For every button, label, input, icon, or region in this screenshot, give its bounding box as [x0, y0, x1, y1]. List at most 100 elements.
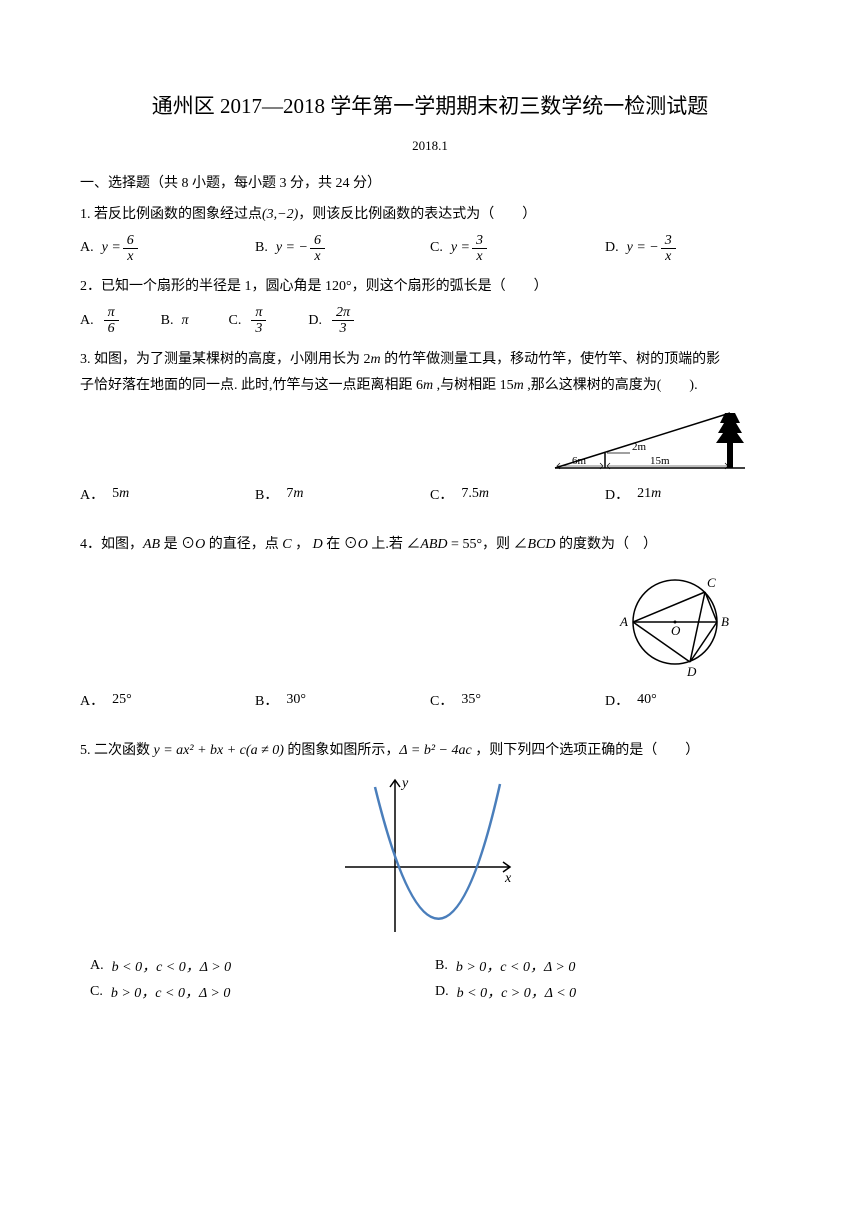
q3-l2b: ,与树相距 15	[433, 378, 514, 393]
q2-d-den: 3	[335, 321, 350, 336]
q3-fig-6m: 6m	[572, 455, 587, 467]
q4-opt-c: C． 35°	[430, 690, 605, 710]
question-1: 1. 若反比例函数的图象经过点(3,−2)，则该反比例函数的表达式为（ ）	[80, 202, 780, 229]
svg-text:O: O	[671, 623, 681, 638]
opt-b-label: B．	[255, 484, 278, 504]
opt-c-label: C.	[430, 240, 443, 256]
opt-a-label: A．	[80, 690, 104, 710]
q4-figure: A B C D O	[80, 567, 750, 682]
q3-figure: 2m 6m 15m	[80, 408, 750, 476]
q5-paren: (a ≠ 0)	[246, 743, 284, 758]
opt-c-label: C．	[430, 484, 453, 504]
q4-tb: 是 ⊙	[160, 537, 195, 552]
opt-b-label: B.	[255, 240, 268, 256]
q3-c-val: 7.5	[461, 486, 479, 502]
q5-b-val: b > 0，c < 0，Δ > 0	[456, 956, 576, 976]
q1-d-num: 3	[661, 233, 676, 249]
question-3: 3. 如图，为了测量某棵树的高度，小刚用长为 2m 的竹竿做测量工具，移动竹竿，…	[80, 347, 780, 400]
q4-tf: 上.若 ∠	[368, 537, 421, 552]
q4-abd: ABD	[420, 537, 447, 552]
q3-l1b: 的竹竿做测量工具，移动竹竿，使竹竿、树的顶端的影	[381, 352, 721, 367]
q4-bcd: BCD	[528, 537, 556, 552]
opt-a-label: A.	[90, 958, 104, 974]
q4-b-val: 30°	[286, 692, 306, 708]
q1-opt-d: D. y = − 3x	[605, 233, 780, 265]
q3-m1: m	[371, 352, 381, 367]
q4-options: A． 25° B． 30° C． 35° D． 40°	[80, 690, 780, 710]
q4-o: O	[195, 537, 205, 552]
q5-d-val: b < 0，c > 0，Δ < 0	[457, 982, 577, 1002]
opt-a-label: A.	[80, 240, 94, 256]
q1-d-den: x	[661, 249, 675, 264]
q5-opt-a: A.b < 0，c < 0，Δ > 0	[90, 956, 435, 976]
q1-b-num: 6	[310, 233, 325, 249]
q3-l2c: ,那么这棵树的高度为( ).	[524, 378, 698, 393]
q3-a-val: 5	[112, 486, 119, 502]
q1-a-den: x	[123, 249, 137, 264]
q4-tg: = 55°，则 ∠	[448, 537, 528, 552]
q5-opt-c: C. b > 0，c < 0，Δ > 0	[90, 982, 435, 1002]
svg-text:A: A	[619, 614, 628, 629]
q1-a-pre: y =	[102, 240, 121, 256]
q4-ta: 4．如图，	[80, 537, 143, 552]
q3-b-m: m	[293, 486, 303, 502]
q1-point: (3,−2)	[262, 207, 298, 222]
q1-options: A. y = 6x B. y = − 6x C. y = 3x D. y = −…	[80, 233, 780, 265]
q5-delta: Δ = b² − 4ac	[399, 743, 471, 758]
opt-a-label: A．	[80, 484, 104, 504]
q4-c: C	[282, 537, 291, 552]
q3-options: A．5m B．7m C．7.5m D．21m	[80, 484, 780, 504]
opt-c-label: C.	[90, 984, 103, 1000]
opt-d-label: D.	[605, 240, 619, 256]
q1-text-pre: 1. 若反比例函数的图象经过点	[80, 207, 262, 222]
q1-d-pre: y = −	[627, 240, 659, 256]
q4-opt-a: A． 25°	[80, 690, 255, 710]
q5-c-val: b > 0，c < 0，Δ > 0	[111, 982, 231, 1002]
q3-m2: m	[423, 378, 433, 393]
q3-b-val: 7	[286, 486, 293, 502]
q2-b-val: π	[181, 313, 188, 329]
svg-text:C: C	[707, 575, 716, 590]
q4-ab: AB	[143, 537, 160, 552]
q2-c-den: 3	[251, 321, 266, 336]
opt-b-label: B．	[255, 690, 278, 710]
q3-a-m: m	[119, 486, 129, 502]
opt-b-label: B.	[161, 313, 174, 329]
q3-opt-d: D．21m	[605, 484, 780, 504]
q1-b-pre: y = −	[276, 240, 308, 256]
q3-d-m: m	[651, 486, 661, 502]
q4-c-val: 35°	[461, 692, 481, 708]
opt-a-label: A.	[80, 313, 94, 329]
svg-text:D: D	[686, 664, 697, 679]
q3-opt-b: B． 7m	[255, 484, 430, 504]
q3-d-val: 21	[637, 486, 651, 502]
q2-opt-d: D. 2π3	[308, 305, 356, 337]
opt-d-label: D．	[605, 690, 629, 710]
svg-text:x: x	[504, 871, 512, 886]
opt-b-label: B.	[435, 958, 448, 974]
page-date: 2018.1	[80, 138, 780, 154]
q4-d: D	[313, 537, 323, 552]
q4-opt-b: B． 30°	[255, 690, 430, 710]
q5-tc: ，则下列四个选项正确的是（ ）	[472, 743, 700, 758]
opt-d-label: D.	[308, 313, 322, 329]
q2-c-num: π	[251, 305, 266, 321]
q1-c-pre: y =	[451, 240, 470, 256]
q2-a-num: π	[104, 305, 119, 321]
section-heading: 一、选择题（共 8 小题，每小题 3 分，共 24 分）	[80, 172, 780, 192]
q4-te: 在 ⊙	[323, 537, 358, 552]
q5-options: A.b < 0，c < 0，Δ > 0 B.b > 0，c < 0，Δ > 0 …	[80, 956, 780, 1002]
q3-l1a: 3. 如图，为了测量某棵树的高度，小刚用长为 2	[80, 352, 371, 367]
q4-a-val: 25°	[112, 692, 132, 708]
q2-opt-b: B. π	[161, 313, 189, 329]
q4-d-val: 40°	[637, 692, 657, 708]
question-4: 4．如图，AB 是 ⊙O 的直径，点 C ， D 在 ⊙O 上.若 ∠ABD =…	[80, 532, 780, 559]
opt-c-label: C．	[430, 690, 453, 710]
question-5: 5. 二次函数 y = ax² + bx + c(a ≠ 0) 的图象如图所示，…	[80, 738, 780, 765]
q3-fig-2m: 2m	[632, 441, 647, 453]
q5-eq: y = ax² + bx + c	[154, 743, 246, 758]
q3-m3: m	[514, 378, 524, 393]
q3-opt-c: C．7.5m	[430, 484, 605, 504]
q5-ta: 5. 二次函数	[80, 743, 154, 758]
q5-tb: 的图象如图所示，	[284, 743, 400, 758]
